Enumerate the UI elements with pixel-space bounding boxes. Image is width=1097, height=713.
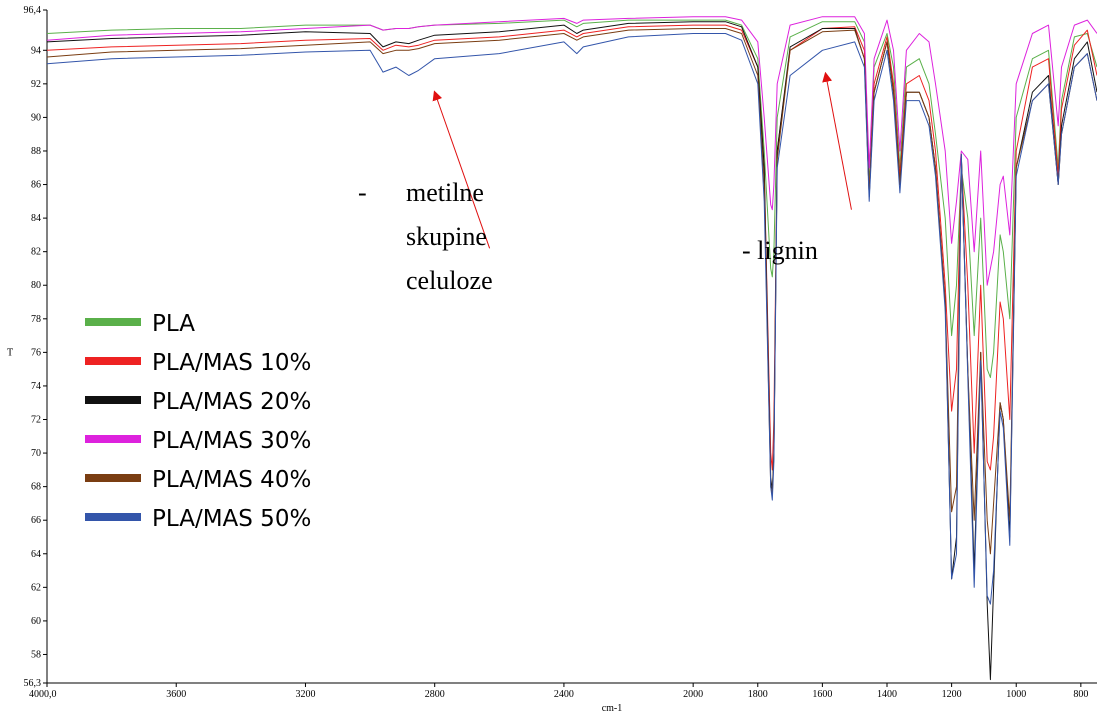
annotation-dash: - xyxy=(358,178,367,207)
annotation-cellulose-line: metilne xyxy=(406,178,484,207)
annotations: - metilne skupine celuloze - lignin xyxy=(358,71,852,295)
arrow-cellulose xyxy=(432,90,491,249)
x-tick-label: 3600 xyxy=(166,689,186,700)
y-tick-label: 76 xyxy=(31,347,41,358)
x-tick-label: 3200 xyxy=(295,689,315,700)
annotation-cellulose-line: celuloze xyxy=(406,266,493,295)
y-tick-label: 86 xyxy=(31,180,41,191)
x-tick-label: 2800 xyxy=(425,689,445,700)
y-tick-label: 60 xyxy=(31,616,41,627)
y-tick-label: 72 xyxy=(31,415,41,426)
series-line-1 xyxy=(46,19,1097,378)
x-tick-label: 4000,0 xyxy=(29,689,57,700)
y-tick-label: 88 xyxy=(31,146,41,157)
axes: 56,3 58 60 62 64 66 68 70 72 74 76 78 80 82 84 86 88 90 92… xyxy=(7,5,1097,713)
y-tick-label: 74 xyxy=(31,381,41,392)
legend-label: PLA/MAS 10% xyxy=(152,350,311,376)
y-tick-label: 68 xyxy=(31,482,41,493)
y-tick-label: 84 xyxy=(31,213,41,224)
legend-swatch xyxy=(85,318,141,326)
y-tick-label: 66 xyxy=(31,515,41,526)
x-tick-label: 1600 xyxy=(812,689,832,700)
y-tick-label: 70 xyxy=(31,448,41,459)
series-line-6 xyxy=(46,33,1097,605)
y-tick-label: 92 xyxy=(31,79,41,90)
y-axis-label: T xyxy=(7,348,13,359)
arrow-lignin xyxy=(822,71,852,210)
legend-label: PLA xyxy=(152,311,195,337)
x-tick-label: 800 xyxy=(1073,689,1088,700)
legend: PLA PLA/MAS 10% PLA/MAS 20% PLA/MAS 30% PLA/… xyxy=(85,311,311,532)
legend-label: PLA/MAS 40% xyxy=(152,467,311,493)
y-tick-label: 90 xyxy=(31,112,41,123)
y-tick-label: 58 xyxy=(31,649,41,660)
annotation-lignin: - lignin xyxy=(742,236,818,265)
y-tick-label: 96,4 xyxy=(24,5,42,16)
series-line-4 xyxy=(46,16,1097,286)
y-tick-label: 64 xyxy=(31,549,41,560)
x-tick-label: 1400 xyxy=(877,689,897,700)
plot-area xyxy=(46,16,1097,681)
y-tick-label: 56,3 xyxy=(24,678,42,689)
y-tick-label: 62 xyxy=(31,582,41,593)
legend-label: PLA/MAS 50% xyxy=(152,506,311,532)
y-tick-label: 94 xyxy=(31,45,41,56)
y-tick-label: 78 xyxy=(31,314,41,325)
x-tick-label: 2000 xyxy=(683,689,703,700)
legend-swatch xyxy=(85,396,141,404)
x-tick-label: 1200 xyxy=(942,689,962,700)
x-tick-label: 1000 xyxy=(1006,689,1026,700)
legend-swatch xyxy=(85,435,141,443)
legend-label: PLA/MAS 20% xyxy=(152,389,311,415)
legend-swatch xyxy=(85,357,141,365)
legend-label: PLA/MAS 30% xyxy=(152,428,311,454)
x-tick-label: 1800 xyxy=(748,689,768,700)
annotation-cellulose-line: skupine xyxy=(406,222,487,251)
x-axis-label: cm-1 xyxy=(602,703,623,713)
y-tick-label: 82 xyxy=(31,247,41,258)
x-tick-label: 2400 xyxy=(554,689,574,700)
legend-swatch xyxy=(85,513,141,521)
y-tick-label: 80 xyxy=(31,280,41,291)
legend-swatch xyxy=(85,474,141,482)
